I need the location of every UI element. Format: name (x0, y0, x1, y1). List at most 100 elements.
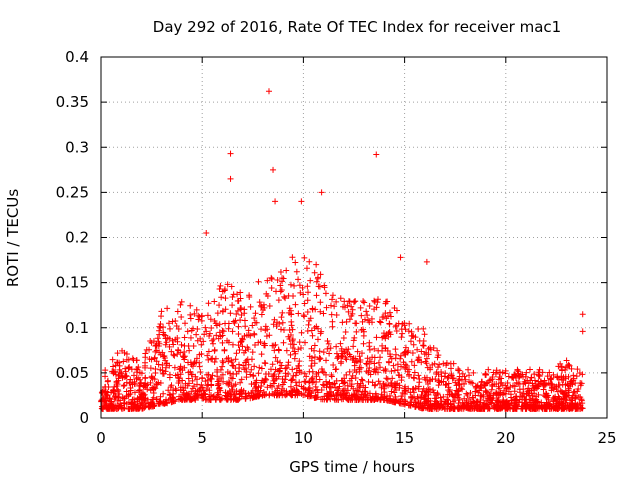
data-point (272, 354, 279, 361)
data-point (417, 400, 424, 407)
data-point (345, 308, 352, 315)
data-point (444, 391, 451, 398)
data-point (317, 330, 324, 337)
data-point (204, 377, 211, 384)
data-point (490, 403, 497, 410)
data-point (360, 298, 367, 305)
data-point (313, 292, 320, 299)
data-point (142, 380, 149, 387)
data-point (134, 398, 141, 405)
data-point (185, 342, 192, 349)
data-point (436, 379, 443, 386)
data-point (341, 298, 348, 305)
data-point (523, 369, 530, 376)
data-point (287, 383, 294, 390)
data-point (230, 362, 237, 369)
data-point (227, 370, 234, 377)
data-point (363, 361, 370, 368)
data-point (411, 362, 418, 369)
data-point (493, 380, 500, 387)
data-point (250, 373, 257, 380)
data-point (450, 398, 457, 405)
x-tick-label: 25 (597, 429, 616, 447)
data-point (126, 405, 133, 412)
data-point (170, 394, 177, 401)
data-point (334, 355, 341, 362)
data-point (353, 358, 360, 365)
data-point (271, 392, 278, 399)
y-tick-label: 0 (79, 409, 89, 427)
data-point (449, 375, 456, 382)
data-point (194, 337, 201, 344)
data-point (166, 371, 173, 378)
data-point (255, 370, 262, 377)
data-point (375, 359, 382, 366)
data-point (285, 362, 292, 369)
data-point (574, 366, 581, 373)
data-point (201, 331, 208, 338)
data-point (252, 310, 259, 317)
data-point (289, 344, 296, 351)
data-point (126, 380, 133, 387)
data-point (289, 366, 296, 373)
data-point (301, 300, 308, 307)
data-point (114, 386, 121, 393)
data-point (371, 382, 378, 389)
data-point (256, 364, 263, 371)
data-point (271, 376, 278, 383)
data-point (427, 346, 434, 353)
data-point (316, 354, 323, 361)
data-point (133, 357, 140, 364)
data-point (313, 261, 320, 268)
data-point (326, 379, 333, 386)
data-point (381, 383, 388, 390)
data-point (224, 396, 231, 403)
data-point (314, 274, 321, 281)
data-point (225, 320, 232, 327)
data-point (478, 378, 485, 385)
data-point (533, 403, 540, 410)
data-point (387, 379, 394, 386)
data-point (251, 394, 258, 401)
data-point (570, 377, 577, 384)
data-point (348, 393, 355, 400)
data-point (331, 380, 338, 387)
data-point (229, 386, 236, 393)
data-point (436, 361, 443, 368)
data-point (465, 366, 472, 373)
data-point (176, 375, 183, 382)
data-point (361, 316, 368, 323)
data-point (168, 382, 175, 389)
data-point (396, 382, 403, 389)
data-point (229, 328, 236, 335)
data-point (384, 376, 391, 383)
data-point (301, 370, 308, 377)
data-point (329, 296, 336, 303)
data-point (252, 379, 259, 386)
data-point (512, 405, 519, 412)
y-tick-label: 0.2 (65, 229, 89, 247)
data-point (123, 356, 130, 363)
data-point (327, 396, 334, 403)
data-point (172, 317, 179, 324)
data-point (187, 368, 194, 375)
data-point (333, 396, 340, 403)
data-point (511, 371, 518, 378)
data-point (528, 397, 535, 404)
data-point (327, 345, 334, 352)
data-point (484, 401, 491, 408)
data-point (166, 343, 173, 350)
data-point (324, 337, 331, 344)
data-point (214, 389, 221, 396)
data-point (497, 402, 504, 409)
data-point (279, 381, 286, 388)
data-point (566, 362, 573, 369)
data-point (193, 306, 200, 313)
data-point (345, 346, 352, 353)
data-point (279, 278, 286, 285)
data-point (499, 369, 506, 376)
y-tick-label: 0.05 (56, 364, 89, 382)
data-point (523, 391, 530, 398)
data-point (371, 298, 378, 305)
data-point (188, 327, 195, 334)
